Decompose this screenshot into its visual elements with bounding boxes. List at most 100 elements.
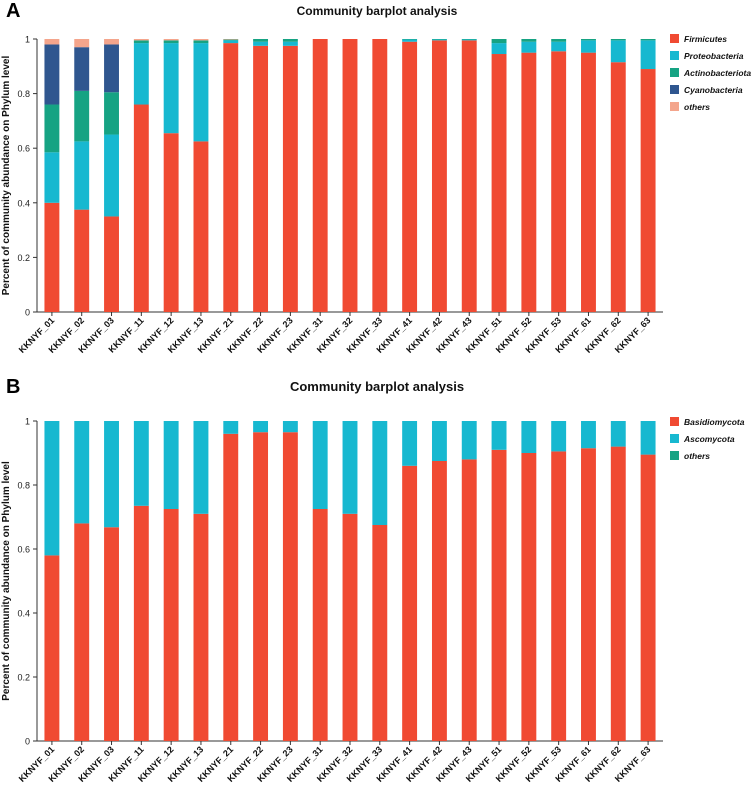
bar-segment-basidiomycota: [163, 509, 179, 741]
bar-segment-basidiomycota: [74, 523, 90, 741]
bar-segment-cyanobacteria: [74, 47, 90, 91]
bar-segment-proteobacteria: [581, 40, 596, 53]
bar-segment-basidiomycota: [402, 465, 418, 741]
bar-segment-firmicutes: [521, 52, 537, 313]
bar-segment-basidiomycota: [372, 525, 388, 741]
bar-segment-actinobacteriota: [193, 40, 209, 44]
bar-segment-ascomycota: [44, 421, 60, 556]
bar-segment-firmicutes: [223, 43, 239, 312]
bar-segment-proteobacteria: [104, 134, 119, 217]
bar-segment-actinobacteriota: [551, 39, 567, 42]
legend-swatch-actinobacteriota: [670, 68, 679, 77]
legend-label-ascomycota: Ascomycota: [683, 434, 735, 444]
bar-segment-ascomycota: [163, 421, 179, 509]
bar-segment-actinobacteriota: [253, 39, 269, 42]
bar-segment-proteobacteria: [44, 152, 60, 203]
bar-segment-ascomycota: [342, 421, 358, 514]
bar-segment-actinobacteriota: [402, 39, 418, 40]
bar-segment-actinobacteriota: [282, 39, 298, 42]
bar-segment-proteobacteria: [223, 40, 239, 44]
bar-segment-others: [193, 39, 209, 41]
bar-segment-proteobacteria: [551, 41, 567, 52]
bar-segment-others: [163, 39, 179, 41]
y-tick-label: 0: [25, 308, 30, 318]
bar-segment-actinobacteriota: [133, 40, 149, 44]
bar-segment-actinobacteriota: [461, 39, 477, 40]
bar-segment-basidiomycota: [104, 527, 119, 741]
chart-title: Community barplot analysis: [290, 379, 464, 394]
bar-segment-actinobacteriota: [104, 92, 119, 135]
bar-segment-actinobacteriota: [163, 40, 179, 44]
bar-segment-basidiomycota: [640, 454, 656, 741]
y-tick-label: 0.8: [17, 481, 30, 491]
legend-label-actinobacteriota: Actinobacteriota: [683, 68, 751, 78]
bar-segment-basidiomycota: [610, 446, 626, 741]
bar-segment-cyanobacteria: [44, 44, 60, 105]
bar-segment-basidiomycota: [312, 509, 328, 741]
bar-segment-actinobacteriota: [491, 39, 507, 44]
bar-segment-firmicutes: [491, 54, 507, 312]
bar-segment-ascomycota: [491, 421, 507, 450]
bar-segment-firmicutes: [253, 45, 269, 312]
legend-swatch-proteobacteria: [670, 51, 679, 60]
bar-segment-proteobacteria: [640, 40, 656, 70]
legend-label-others: others: [684, 102, 710, 112]
legend-label-others: others: [684, 451, 710, 461]
legend-swatch-cyanobacteria: [670, 85, 679, 94]
bar-segment-proteobacteria: [163, 43, 179, 134]
bar-segment-ascomycota: [74, 421, 90, 524]
bar-segment-ascomycota: [372, 421, 388, 525]
bar-segment-ascomycota: [402, 421, 418, 466]
bar-segment-others: [104, 39, 119, 45]
y-tick-label: 0.2: [17, 253, 30, 263]
bar-segment-firmicutes: [74, 209, 90, 312]
bar-segment-basidiomycota: [431, 461, 447, 741]
bar-segment-ascomycota: [223, 421, 239, 434]
bar-segment-proteobacteria: [491, 43, 507, 55]
bar-segment-ascomycota: [610, 421, 626, 447]
bar-segment-proteobacteria: [282, 41, 298, 46]
bar-segment-basidiomycota: [342, 513, 358, 741]
bar-segment-proteobacteria: [431, 39, 447, 41]
bar-segment-others: [223, 39, 239, 40]
bar-segment-ascomycota: [193, 421, 209, 514]
y-tick-label: 0.2: [17, 673, 30, 683]
y-tick-label: 0.6: [17, 545, 30, 555]
bar-segment-actinobacteriota: [640, 39, 656, 41]
bar-segment-cyanobacteria: [104, 44, 119, 93]
bar-segment-firmicutes: [551, 51, 567, 312]
bar-segment-proteobacteria: [610, 40, 626, 63]
bar-segment-basidiomycota: [551, 451, 567, 741]
bar-segment-ascomycota: [133, 421, 149, 506]
bar-segment-basidiomycota: [193, 513, 209, 741]
legend-label-cyanobacteria: Cyanobacteria: [684, 85, 743, 95]
bar-segment-actinobacteriota: [74, 90, 90, 142]
bar-segment-ascomycota: [282, 421, 298, 433]
bar-segment-others: [133, 39, 149, 41]
bar-segment-firmicutes: [44, 202, 60, 312]
y-axis-label: Percent of community abundance on Phylum…: [1, 461, 12, 701]
legend-swatch-others: [670, 451, 679, 460]
bar-segment-basidiomycota: [253, 432, 269, 741]
bar-segment-basidiomycota: [133, 505, 149, 741]
legend-swatch-firmicutes: [670, 34, 679, 43]
bar-segment-proteobacteria: [74, 141, 90, 210]
bar-segment-basidiomycota: [282, 432, 298, 741]
bar-segment-actinobacteriota: [610, 39, 626, 41]
bar-segment-basidiomycota: [44, 555, 60, 741]
legend-label-firmicutes: Firmicutes: [684, 34, 727, 44]
chart-b: Community barplot analysis 0 0.2 0.4 0.6 0.8 1…: [1, 379, 745, 784]
bar-segment-ascomycota: [431, 421, 447, 461]
bar-segment-ascomycota: [551, 421, 567, 452]
panel-label-b: B: [6, 376, 21, 398]
bar-segment-firmicutes: [312, 39, 328, 312]
bar-segment-actinobacteriota: [44, 104, 60, 153]
y-tick-label: 1: [25, 417, 30, 427]
bar-segment-firmicutes: [282, 45, 298, 312]
bar-segment-basidiomycota: [521, 453, 537, 741]
chart-a: Community barplot analysis 0 0.2 0.4 0.6 0.8 1…: [1, 4, 751, 355]
bar-segment-firmicutes: [581, 52, 596, 313]
bar-segment-actinobacteriota: [223, 39, 239, 41]
bar-segment-firmicutes: [193, 141, 209, 312]
bar-segment-actinobacteriota: [521, 39, 537, 42]
